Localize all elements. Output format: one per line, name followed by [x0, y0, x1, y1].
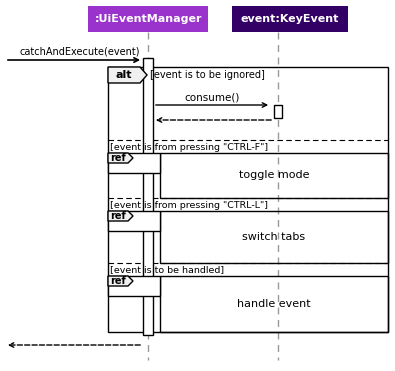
- Bar: [160, 276, 388, 332]
- Text: ref: ref: [110, 276, 126, 286]
- Text: handle event: handle event: [237, 299, 311, 309]
- Bar: [143, 58, 153, 335]
- Text: toggle mode: toggle mode: [239, 171, 309, 181]
- Text: consume(): consume(): [184, 92, 240, 102]
- Text: [event is from pressing "CTRL-L"]: [event is from pressing "CTRL-L"]: [110, 200, 268, 210]
- Bar: [232, 6, 348, 32]
- Polygon shape: [108, 276, 133, 286]
- Text: alt: alt: [116, 70, 132, 80]
- Bar: [160, 211, 388, 263]
- Text: ref: ref: [110, 153, 126, 163]
- Text: [event is to be handled]: [event is to be handled]: [110, 266, 224, 275]
- Bar: [108, 67, 388, 332]
- Polygon shape: [108, 67, 147, 83]
- Text: event:KeyEvent: event:KeyEvent: [241, 14, 339, 24]
- Bar: [108, 276, 160, 296]
- Polygon shape: [108, 211, 133, 221]
- Bar: [88, 6, 208, 32]
- Text: switch tabs: switch tabs: [243, 232, 306, 242]
- Bar: [108, 211, 160, 231]
- Text: :UiEventManager: :UiEventManager: [94, 14, 202, 24]
- Bar: [160, 153, 388, 198]
- Text: catchAndExecute(event): catchAndExecute(event): [20, 47, 140, 57]
- Bar: [108, 153, 160, 173]
- Text: ref: ref: [110, 211, 126, 221]
- Text: [event is from pressing "CTRL-F"]: [event is from pressing "CTRL-F"]: [110, 142, 268, 151]
- Polygon shape: [108, 153, 133, 163]
- Text: [event is to be ignored]: [event is to be ignored]: [150, 70, 265, 80]
- Bar: [274, 105, 282, 118]
